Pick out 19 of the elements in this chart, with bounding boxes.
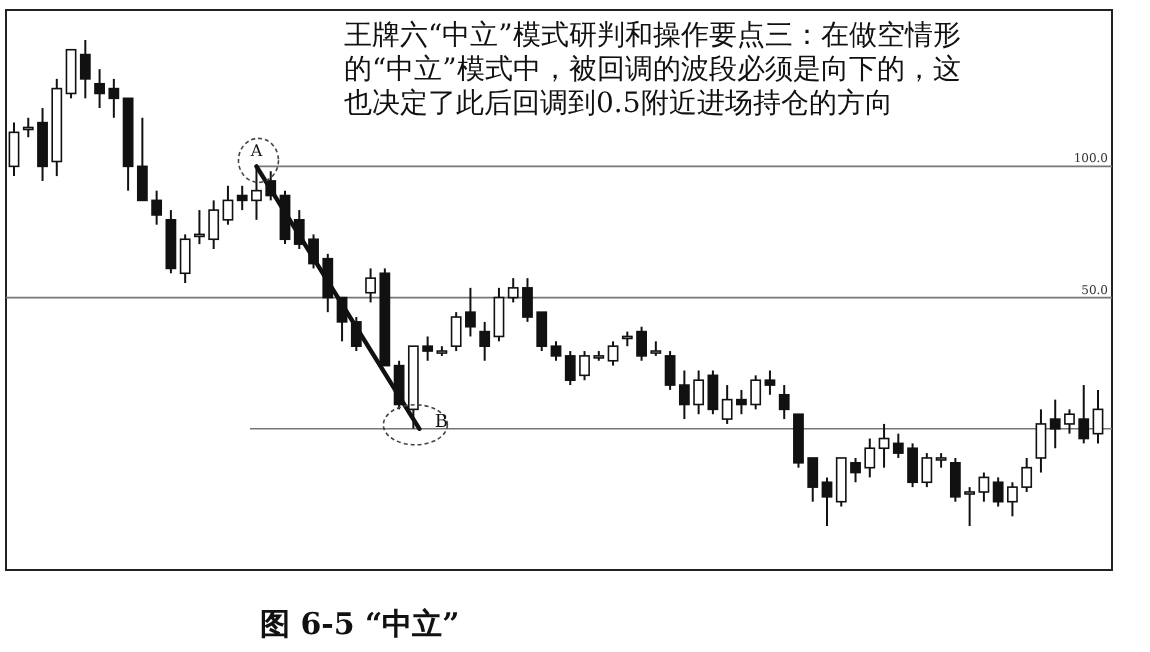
annotation: 王牌六“中立”模式研判和操作要点三：在做空情形的“中立”模式中，被回调的波段必须是向下的，这也决定了此后回调到0.5附近进场持仓的方向 <box>344 20 961 120</box>
annotation: B <box>434 412 449 433</box>
candlestick <box>764 369 776 396</box>
candlestick <box>479 320 491 362</box>
candlestick <box>778 384 790 421</box>
candlestick <box>821 476 833 527</box>
candlestick <box>550 340 562 362</box>
candlestick <box>1092 388 1104 445</box>
candlestick <box>8 121 20 178</box>
candlestick <box>222 184 234 226</box>
candlestick <box>65 48 77 100</box>
candlestick <box>878 422 890 469</box>
candlestick <box>79 39 91 100</box>
candlestick <box>493 286 505 343</box>
annotation: A <box>248 142 263 161</box>
caption: 图 6-5 “中立” <box>260 606 460 642</box>
candlestick <box>607 340 619 367</box>
candlestick <box>1035 408 1047 474</box>
candlestick <box>179 233 191 284</box>
